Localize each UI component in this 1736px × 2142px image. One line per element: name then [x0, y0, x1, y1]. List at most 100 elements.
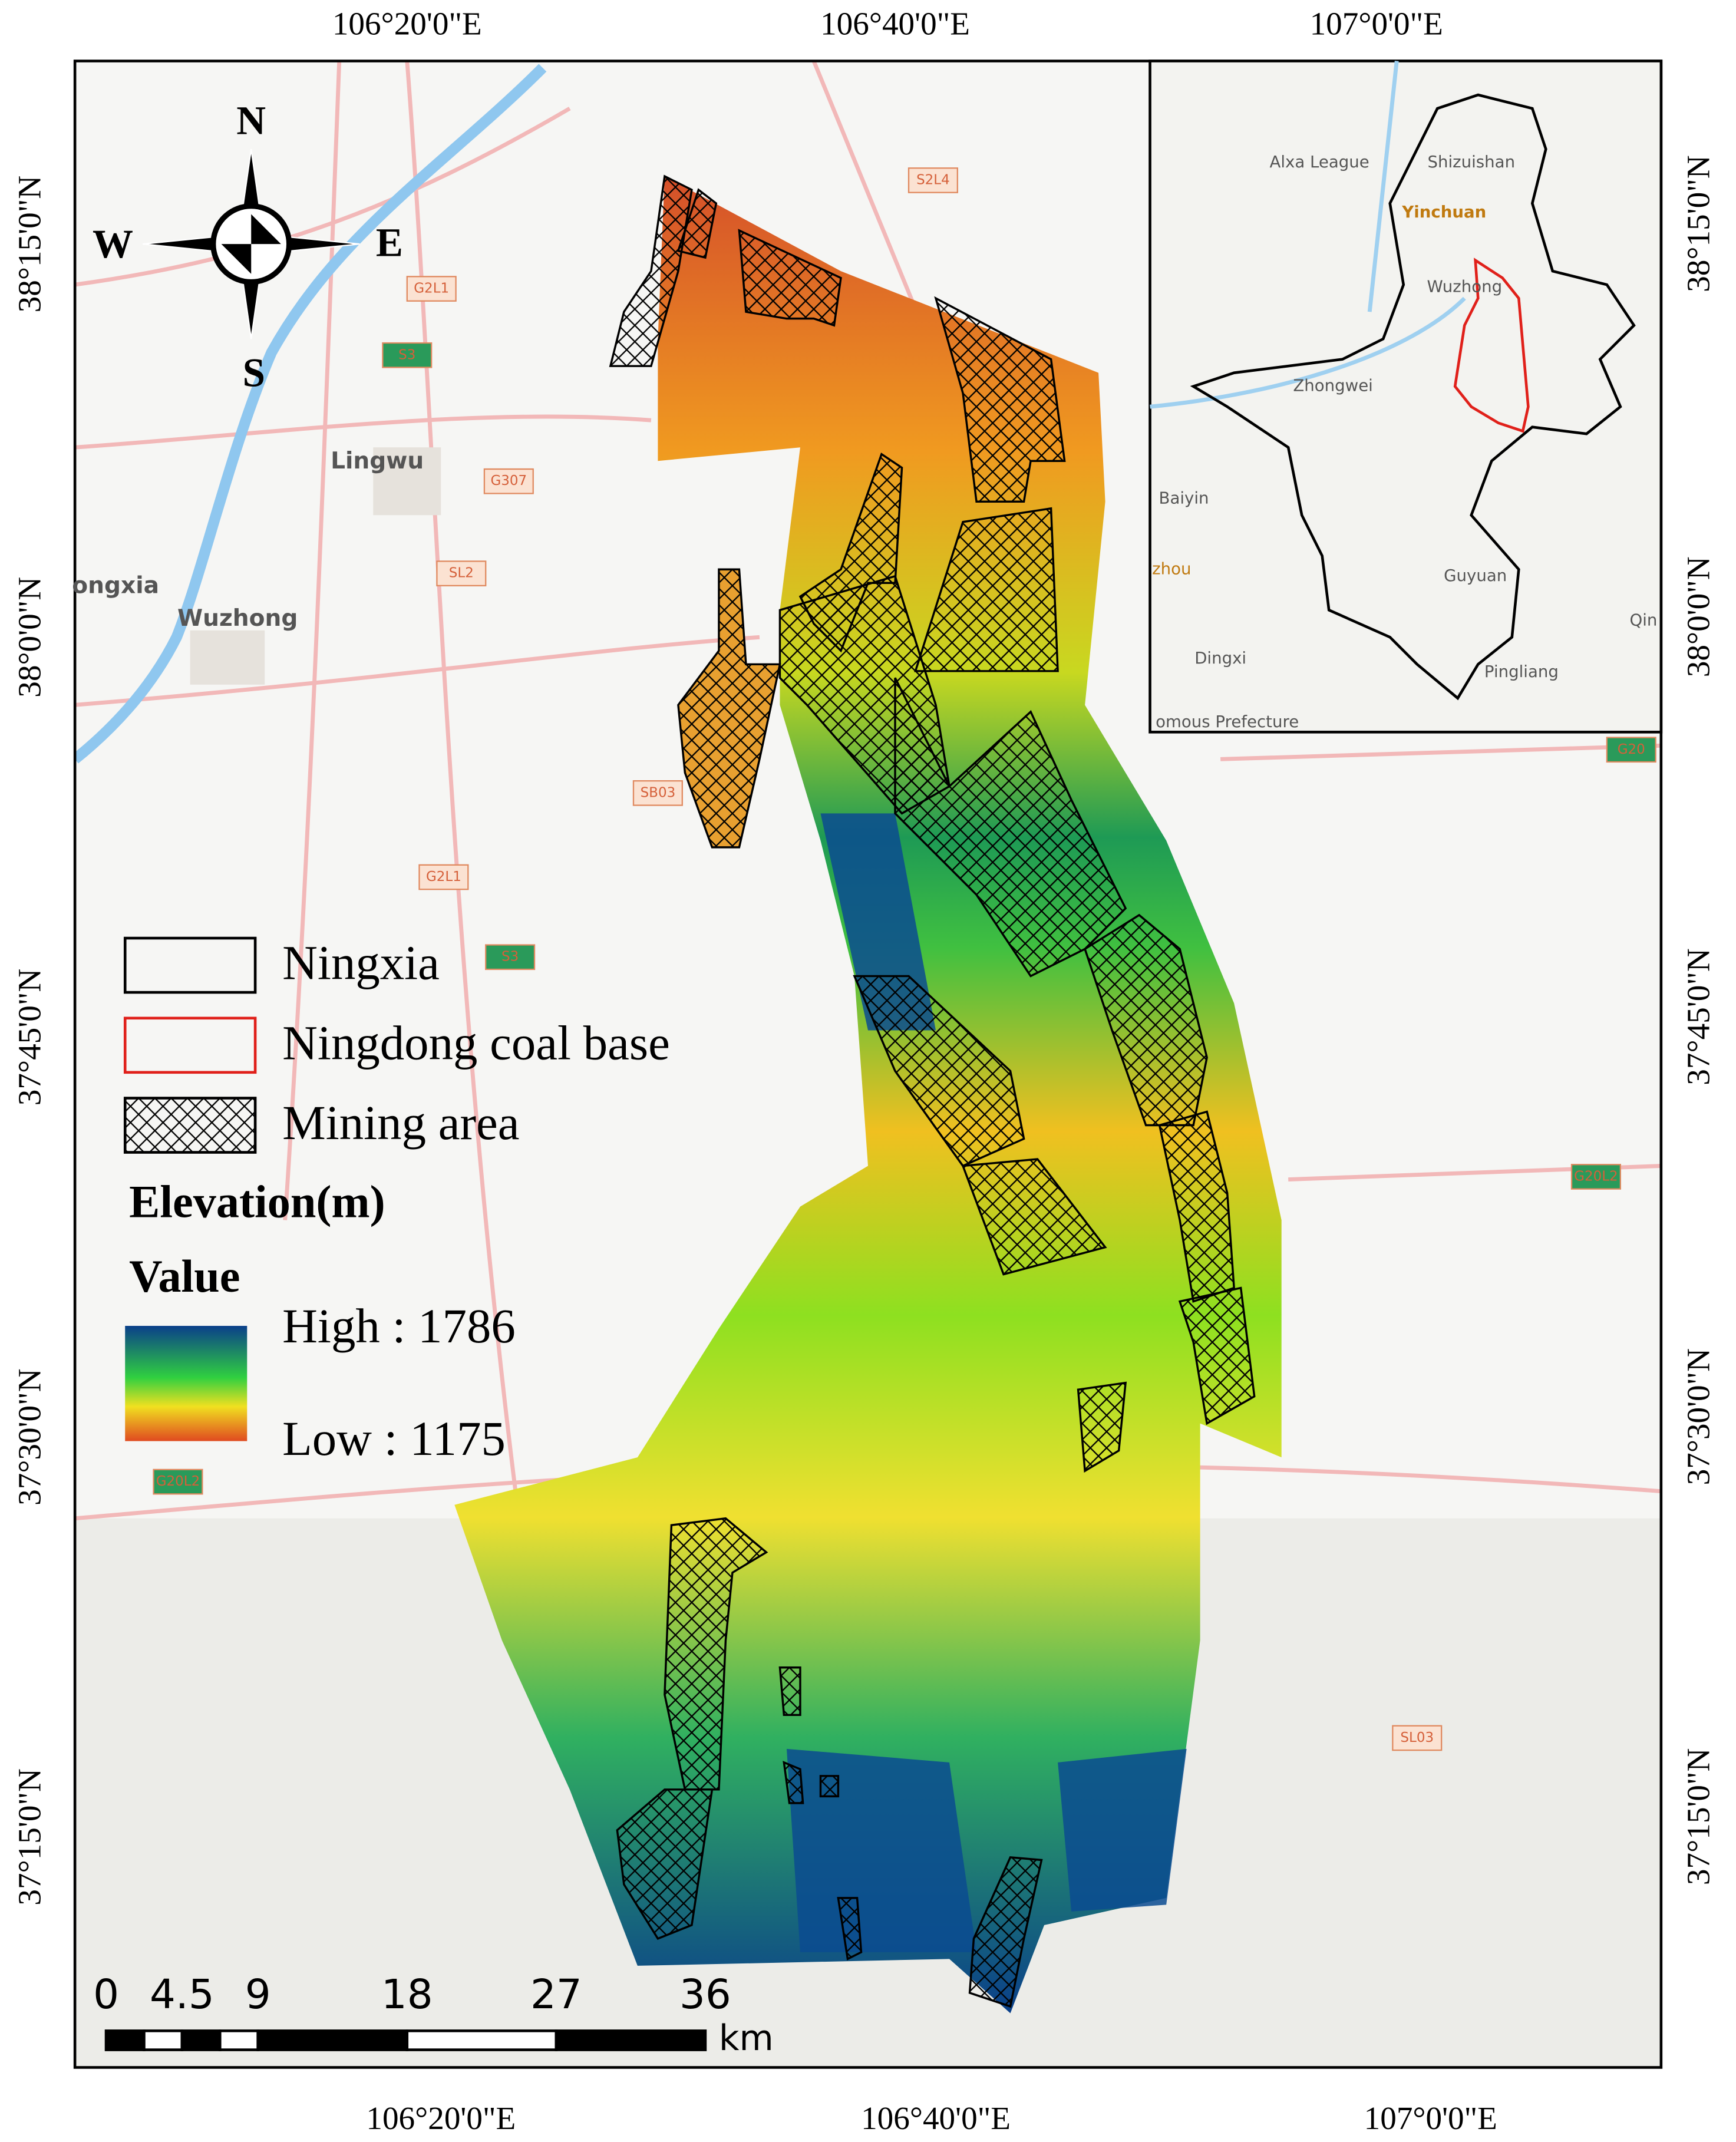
- mining-area: [914, 507, 1059, 672]
- longitude-label: 106°20'0"E: [366, 2100, 516, 2136]
- scale-segment: [180, 2029, 222, 2051]
- scale-segment: [555, 2029, 707, 2051]
- road-shield: [418, 864, 469, 890]
- longitude-label: 107°0'0"E: [1310, 6, 1443, 42]
- mining-area: [616, 1788, 714, 1940]
- mining-area: [934, 296, 1066, 503]
- compass-letter: W: [93, 222, 133, 266]
- latitude-label: 38°15'0"N: [1681, 155, 1717, 292]
- longitude-label: 106°40'0"E: [820, 6, 970, 42]
- legend-title: Elevation(m): [129, 1176, 385, 1227]
- latitude-label: 38°15'0"N: [11, 176, 47, 312]
- inset-place-label: zhou: [1152, 559, 1191, 578]
- inset-place-label: Wuzhong: [1427, 277, 1502, 296]
- mining-area: [1077, 1381, 1127, 1473]
- latitude-label: 37°30'0"N: [1681, 1348, 1717, 1485]
- mining-area: [778, 1666, 801, 1717]
- mining-area: [677, 568, 781, 849]
- compass-letter: S: [243, 350, 265, 395]
- scale-label: 18: [381, 1971, 433, 2018]
- ramp-low-label: Low : 1175: [282, 1411, 506, 1466]
- legend-subtitle: Value: [129, 1250, 240, 1302]
- longitude-label: 107°0'0"E: [1364, 2100, 1497, 2136]
- legend-label: Mining area: [282, 1095, 519, 1150]
- compass-letter: E: [376, 220, 403, 265]
- mining-area: [676, 188, 718, 259]
- road-label: G2L1: [414, 281, 449, 296]
- road-label: S2L4: [916, 172, 950, 187]
- mining-area: [1084, 913, 1208, 1127]
- ramp-high-label: High : 1786: [282, 1299, 516, 1353]
- compass-letter: N: [236, 98, 266, 143]
- mining-area: [819, 1775, 840, 1798]
- road-shield: [907, 167, 958, 193]
- elevation-raster: [786, 813, 1187, 1952]
- road-shield: [406, 276, 457, 302]
- scale-label: 0: [93, 1971, 119, 2018]
- mining-area: [853, 975, 1025, 1167]
- inset-place-label: Shizuishan: [1427, 152, 1515, 171]
- road-label: G20: [1618, 742, 1645, 757]
- inset-place-label: Baiyin: [1159, 489, 1209, 508]
- color-ramp: [125, 1326, 247, 1441]
- scale-label: 27: [530, 1971, 582, 2018]
- legend-swatch: [123, 1016, 257, 1074]
- mining-area: [738, 229, 842, 327]
- ningxia-boundary: [1190, 93, 1636, 701]
- mining-area: [837, 1897, 863, 1961]
- legend-label: Ningxia: [282, 936, 440, 990]
- inset-place-label: Zhongwei: [1293, 376, 1373, 395]
- longitude-label: 106°20'0"E: [332, 6, 482, 42]
- road-label: S3: [501, 949, 519, 965]
- road-shield: [483, 468, 534, 494]
- road-label: SL2: [449, 566, 474, 581]
- mining-area: [894, 677, 1127, 978]
- inset-place-label: Pingliang: [1484, 662, 1559, 681]
- inset-place-label: Alxa League: [1269, 152, 1369, 171]
- inset-place-label: Dingxi: [1194, 648, 1246, 668]
- scale-segment: [405, 2029, 558, 2051]
- mining-area: [961, 1158, 1107, 1276]
- place-label: Wuzhong: [177, 605, 298, 632]
- inset-map: [1148, 60, 1663, 734]
- road-label: S3: [398, 347, 415, 362]
- scale-unit: km: [719, 2018, 774, 2059]
- scale-segment: [256, 2029, 409, 2051]
- road-shield: [1392, 1725, 1443, 1751]
- road-label: G307: [490, 473, 527, 489]
- mining-area: [1178, 1286, 1256, 1425]
- mining-area: [1158, 1110, 1235, 1303]
- mining-area: [968, 1856, 1043, 2008]
- latitude-label: 38°0'0"N: [11, 577, 47, 698]
- latitude-label: 37°45'0"N: [11, 969, 47, 1105]
- latitude-label: 37°45'0"N: [1681, 948, 1717, 1085]
- mining-area: [664, 1517, 768, 1791]
- legend-label: Ningdong coal base: [282, 1015, 670, 1070]
- road-shield: [436, 560, 487, 587]
- compass-rose: [221, 214, 281, 274]
- road-label: G2L1: [426, 869, 461, 884]
- road-shield: [1606, 737, 1656, 763]
- road-label: SB03: [641, 785, 676, 800]
- scale-segment: [104, 2029, 146, 2051]
- inset-place-label: Guyuan: [1444, 566, 1507, 585]
- inset-place-label: Qin: [1630, 610, 1658, 630]
- road-label: G20L2: [1574, 1169, 1618, 1184]
- map-frame: [73, 60, 1663, 2069]
- scale-label: 4.5: [150, 1971, 214, 2018]
- latitude-label: 37°15'0"N: [1681, 1748, 1717, 1885]
- elevation-raster: [454, 176, 1282, 2014]
- road-label: SL03: [1400, 1730, 1434, 1745]
- inset-place-label: omous Prefecture: [1156, 712, 1299, 731]
- legend-swatch: [123, 936, 257, 994]
- road-shield: [632, 780, 683, 806]
- latitude-label: 37°30'0"N: [11, 1368, 47, 1505]
- road-shield: [485, 944, 536, 971]
- longitude-label: 106°40'0"E: [861, 2100, 1011, 2136]
- road-shield: [382, 342, 433, 368]
- mining-area: [609, 174, 693, 367]
- place-label: Lingwu: [331, 448, 424, 474]
- scale-label: 36: [679, 1971, 731, 2018]
- road-shield: [1570, 1164, 1622, 1190]
